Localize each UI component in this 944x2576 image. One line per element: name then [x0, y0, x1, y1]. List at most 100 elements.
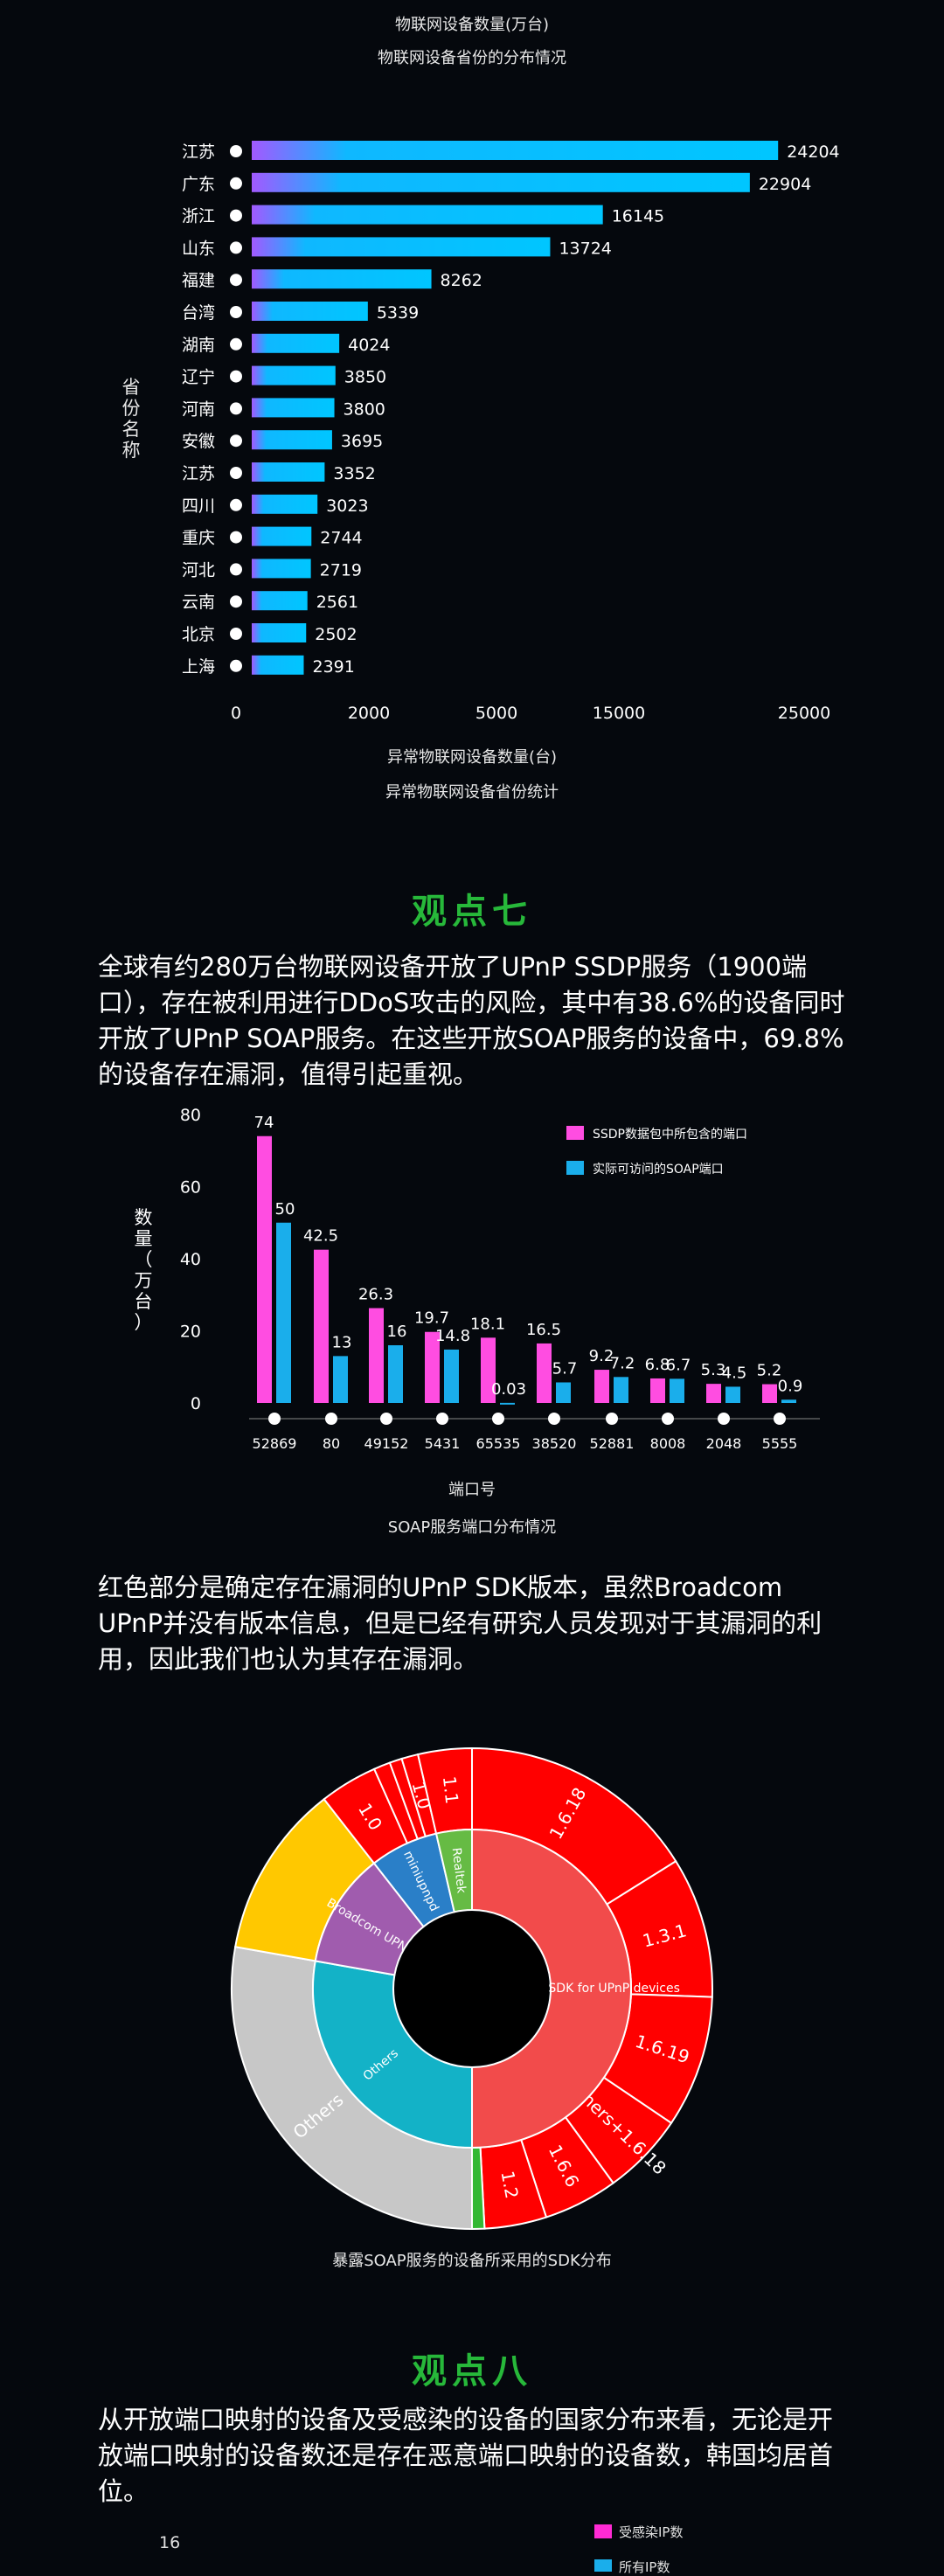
svg-text:省: 省 — [122, 377, 141, 398]
bar-value-label: 24204 — [787, 142, 839, 162]
chart1-xlabel: 异常物联网设备数量(台) — [0, 745, 944, 767]
x-tick-label: 52869 — [253, 1435, 297, 1452]
sunburst-center — [395, 1912, 549, 2066]
svg-text:万: 万 — [135, 1270, 153, 1291]
section-heading-7: 观点七 — [0, 883, 944, 934]
x-tick-label: 5000 — [475, 704, 517, 723]
svg-text:份: 份 — [122, 398, 141, 419]
category-dot — [230, 306, 242, 318]
bar-soap — [276, 1223, 291, 1403]
chart1-subtitle: 物联网设备省份的分布情况 — [0, 45, 944, 68]
category-label: 北京 — [182, 625, 215, 644]
chart1-title: 物联网设备数量(万台) — [0, 12, 944, 35]
bar-ssdp — [650, 1378, 665, 1403]
svg-text:量: 量 — [135, 1228, 153, 1249]
x-tick-label: 52881 — [590, 1435, 635, 1452]
category-dot — [230, 563, 242, 575]
bar-soap-value: 13 — [332, 1333, 352, 1351]
category-dot — [774, 1413, 786, 1425]
legend-infected-swatch — [594, 2524, 612, 2538]
legend-all-swatch — [594, 2559, 612, 2572]
bar-value-label: 3800 — [344, 399, 385, 419]
category-label: 江苏 — [182, 142, 215, 162]
category-label: 福建 — [182, 271, 215, 290]
svg-text:台: 台 — [135, 1291, 153, 1312]
bar — [252, 430, 332, 449]
bar-ssdp — [314, 1250, 329, 1403]
bar-value-label: 16145 — [612, 207, 664, 226]
sunburst-outer-label: 1.1 — [439, 1775, 462, 1805]
bar — [252, 656, 303, 675]
bar-value-label: 2719 — [320, 560, 362, 580]
category-label: 辽宁 — [182, 368, 215, 387]
legend-infected-label: 受感染IP数 — [619, 2523, 683, 2541]
bar — [252, 269, 432, 288]
x-tick-label: 65535 — [476, 1435, 521, 1452]
bar — [252, 591, 308, 610]
legend-ssdp-label: SSDP数据包中所包含的端口 — [593, 1128, 747, 1142]
legend-ssdp-swatch — [566, 1126, 584, 1140]
bar-soap — [781, 1399, 796, 1403]
category-dot — [230, 274, 242, 286]
chart1-caption: 异常物联网设备省份统计 — [0, 780, 944, 802]
bar-ssdp-value: 16.5 — [526, 1321, 561, 1339]
bar-soap-value: 50 — [275, 1200, 295, 1219]
port-bar-chart: 0 20 40 60 80 数量（万台） 74 50 52869 42.5 13 80 26.3 16 49… — [0, 1093, 944, 1477]
bar-value-label: 3023 — [326, 496, 368, 516]
bar-soap — [725, 1386, 740, 1403]
y-tick-label: 60 — [180, 1178, 201, 1198]
bar-ssdp — [257, 1136, 272, 1403]
bar-ssdp — [537, 1344, 552, 1403]
category-dot — [230, 499, 242, 511]
svg-text:）: ） — [135, 1312, 153, 1333]
x-tick-label: 2048 — [706, 1435, 742, 1452]
category-dot — [230, 402, 242, 414]
x-tick-label: 2000 — [348, 704, 390, 723]
bar-ssdp-value: 26.3 — [358, 1286, 393, 1304]
bar-soap-value: 4.5 — [722, 1364, 747, 1382]
bar-soap — [556, 1382, 571, 1403]
y-tick-label: 40 — [180, 1250, 201, 1269]
paragraph-8: 从开放端口映射的设备及受感染的设备的国家分布来看，无论是开放端口映射的设备数还是… — [98, 2402, 850, 2510]
section-heading-8: 观点八 — [0, 2343, 944, 2393]
bar-soap — [444, 1350, 459, 1403]
category-dot — [230, 145, 242, 157]
chart2-caption: SOAP服务端口分布情况 — [0, 1515, 944, 1538]
chart4-y-tick: 16 — [159, 2533, 180, 2552]
bar-soap-value: 5.7 — [552, 1359, 578, 1378]
legend-all-label: 所有IP数 — [619, 2558, 670, 2576]
legend-soap-swatch — [566, 1161, 584, 1175]
x-tick-label: 38520 — [532, 1435, 577, 1452]
x-tick-label: 0 — [231, 704, 241, 723]
bar — [252, 302, 368, 321]
bar — [252, 623, 306, 642]
category-label: 河北 — [182, 560, 215, 580]
category-label: 河南 — [182, 399, 215, 419]
bar-ssdp-value: 18.1 — [470, 1315, 505, 1333]
bar-value-label: 2391 — [312, 657, 354, 677]
bar — [252, 495, 317, 514]
chart2-xlabel: 端口号 — [0, 1477, 944, 1500]
x-tick-label: 80 — [323, 1435, 340, 1452]
bar-ssdp — [369, 1309, 384, 1403]
svg-text:名: 名 — [122, 419, 141, 440]
bar — [252, 237, 550, 256]
category-dot — [230, 434, 242, 447]
bar-ssdp-value: 74 — [254, 1114, 274, 1132]
paragraph-sdk: 红色部分是确定存在漏洞的UPnP SDK版本，虽然Broadcom UPnP并没… — [98, 1570, 850, 1677]
bar — [252, 559, 311, 578]
category-label: 云南 — [182, 593, 215, 612]
x-tick-label: 15000 — [593, 704, 645, 723]
y-tick-label: 80 — [180, 1106, 201, 1125]
bar-value-label: 5339 — [377, 303, 419, 323]
svg-text:称: 称 — [122, 440, 141, 461]
bar-value-label: 8262 — [441, 271, 482, 290]
bar-value-label: 2744 — [320, 529, 362, 548]
category-label: 四川 — [182, 496, 215, 516]
category-dot — [230, 660, 242, 672]
bar — [252, 334, 339, 353]
x-tick-label: 5431 — [425, 1435, 461, 1452]
bar-ssdp — [594, 1370, 609, 1403]
bar — [252, 173, 750, 192]
